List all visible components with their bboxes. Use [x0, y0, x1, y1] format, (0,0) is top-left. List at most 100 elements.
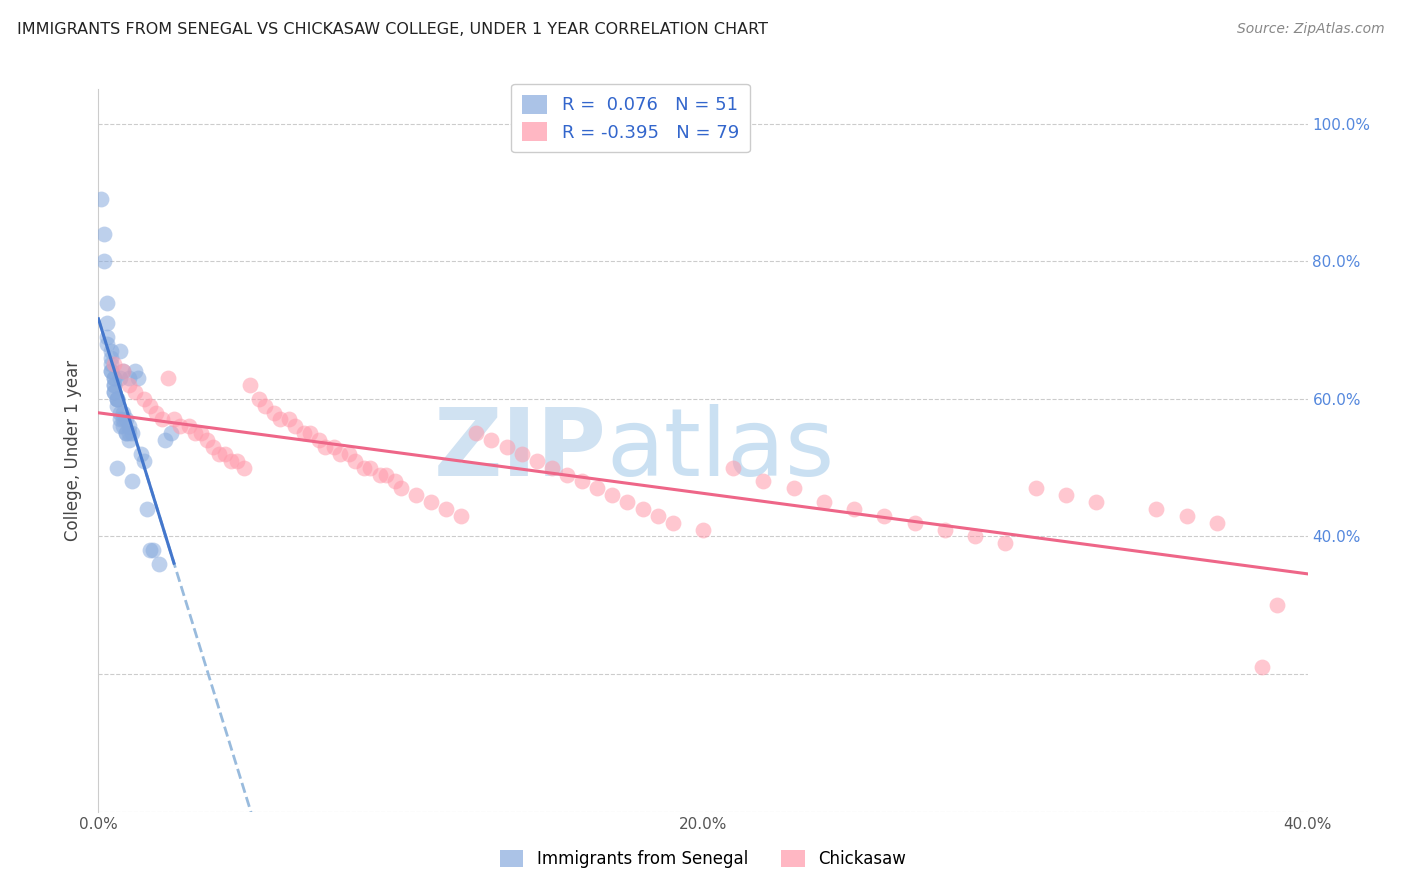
Point	[555, 467, 578, 482]
Point	[226, 454, 249, 468]
Point	[723, 460, 745, 475]
Point	[465, 426, 488, 441]
Point	[96, 330, 118, 344]
Point	[904, 516, 927, 530]
Point	[873, 508, 896, 523]
Point	[247, 392, 270, 406]
Point	[108, 419, 131, 434]
Point	[90, 192, 112, 206]
Point	[96, 295, 118, 310]
Point	[269, 412, 291, 426]
Point	[96, 316, 118, 330]
Point	[314, 440, 336, 454]
Point	[813, 495, 835, 509]
Point	[1144, 502, 1167, 516]
Point	[994, 536, 1017, 550]
Point	[105, 392, 128, 406]
Point	[169, 419, 191, 434]
Point	[292, 426, 315, 441]
Point	[100, 364, 122, 378]
Point	[374, 467, 396, 482]
Point	[111, 364, 134, 378]
Point	[135, 502, 157, 516]
Point	[114, 412, 136, 426]
Point	[103, 358, 125, 372]
Point	[389, 481, 412, 495]
Point	[103, 384, 125, 399]
Point	[142, 543, 165, 558]
Point	[344, 454, 367, 468]
Text: Source: ZipAtlas.com: Source: ZipAtlas.com	[1237, 22, 1385, 37]
Point	[132, 392, 155, 406]
Point	[118, 378, 141, 392]
Point	[118, 371, 141, 385]
Legend: Immigrants from Senegal, Chickasaw: Immigrants from Senegal, Chickasaw	[494, 843, 912, 875]
Point	[434, 502, 457, 516]
Point	[105, 392, 128, 406]
Point	[195, 433, 218, 447]
Point	[844, 502, 866, 516]
Point	[111, 364, 134, 378]
Point	[277, 412, 299, 426]
Point	[114, 426, 136, 441]
Point	[263, 406, 285, 420]
Point	[190, 426, 212, 441]
Point	[214, 447, 236, 461]
Point	[103, 371, 125, 385]
Point	[1054, 488, 1077, 502]
Point	[184, 426, 207, 441]
Point	[602, 488, 624, 502]
Point	[121, 475, 143, 489]
Point	[965, 529, 987, 543]
Point	[160, 426, 183, 441]
Point	[100, 351, 122, 365]
Point	[368, 467, 391, 482]
Point	[148, 557, 170, 571]
Point	[526, 454, 548, 468]
Point	[93, 254, 115, 268]
Point	[329, 447, 352, 461]
Point	[353, 460, 375, 475]
Point	[121, 426, 143, 441]
Point	[1267, 599, 1289, 613]
Point	[360, 460, 382, 475]
Point	[139, 399, 162, 413]
Point	[202, 440, 225, 454]
Point	[661, 516, 683, 530]
Point	[100, 343, 122, 358]
Point	[179, 419, 201, 434]
Point	[420, 495, 443, 509]
Text: atlas: atlas	[606, 404, 835, 497]
Point	[153, 433, 176, 447]
Point	[1024, 481, 1046, 495]
Text: ZIP: ZIP	[433, 404, 606, 497]
Point	[337, 447, 360, 461]
Point	[118, 426, 141, 441]
Point	[1206, 516, 1229, 530]
Point	[127, 371, 149, 385]
Point	[111, 412, 134, 426]
Point	[103, 378, 125, 392]
Point	[481, 433, 503, 447]
Point	[752, 475, 775, 489]
Point	[405, 488, 427, 502]
Point	[232, 460, 254, 475]
Point	[105, 460, 128, 475]
Point	[631, 502, 654, 516]
Point	[692, 523, 714, 537]
Point	[934, 523, 956, 537]
Point	[323, 440, 346, 454]
Point	[450, 508, 472, 523]
Point	[253, 399, 276, 413]
Point	[1175, 508, 1198, 523]
Point	[118, 433, 141, 447]
Point	[100, 358, 122, 372]
Point	[1251, 660, 1274, 674]
Point	[163, 412, 186, 426]
Point	[108, 406, 131, 420]
Point	[108, 412, 131, 426]
Point	[105, 392, 128, 406]
Point	[284, 419, 307, 434]
Point	[96, 336, 118, 351]
Point	[103, 384, 125, 399]
